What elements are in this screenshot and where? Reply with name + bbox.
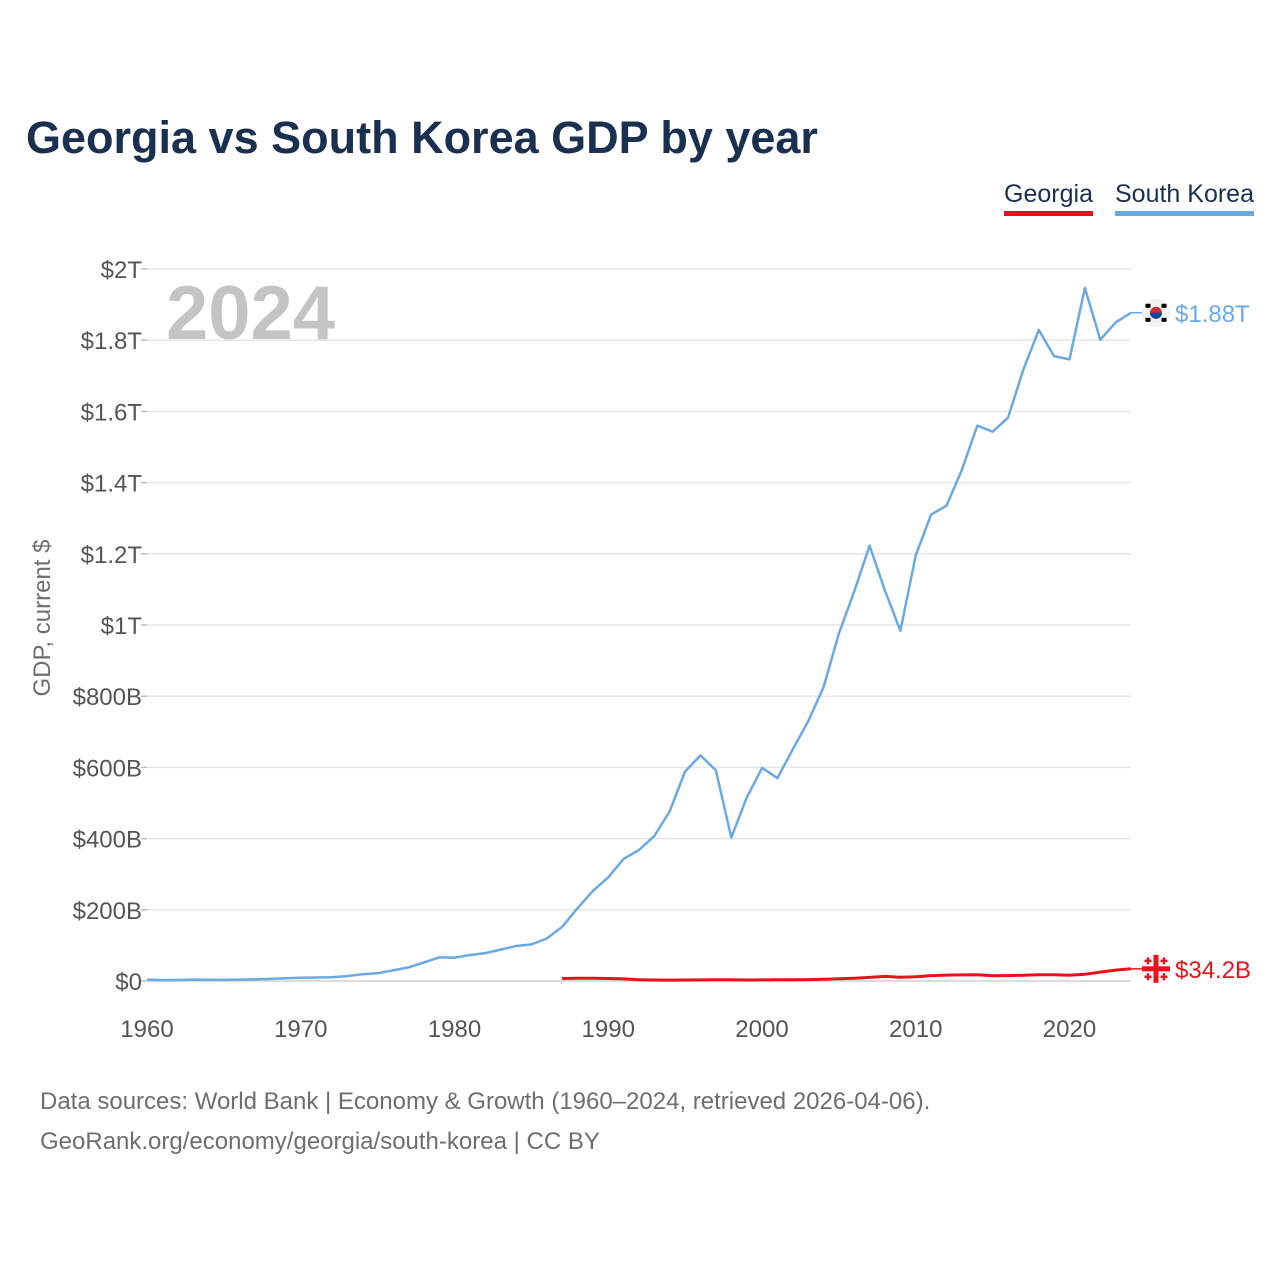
flag-trigram xyxy=(1161,303,1167,308)
data-source-note: Data sources: World Bank | Economy & Gro… xyxy=(40,1088,931,1115)
y-axis-label: GDP, current $ xyxy=(29,540,56,697)
series-lines xyxy=(146,286,1132,982)
flag-small-cross xyxy=(1144,975,1152,979)
source-url[interactable]: GeoRank.org/economy/georgia/south-korea … xyxy=(40,1128,600,1155)
chart-title: Georgia vs South Korea GDP by year xyxy=(26,112,818,163)
series-line-georgia xyxy=(562,967,1132,982)
south-korea-flag-icon xyxy=(1142,298,1170,327)
x-tick-label: 2020 xyxy=(1043,1016,1096,1043)
y-tick-label: $1.2T xyxy=(81,542,143,569)
flag-small-cross xyxy=(1144,959,1152,963)
x-tick-label: 2010 xyxy=(889,1016,942,1043)
grid-lines xyxy=(147,268,1131,982)
flag-trigram xyxy=(1161,317,1167,322)
flag-small-cross xyxy=(1160,975,1168,979)
x-tick-label: 1980 xyxy=(428,1016,481,1043)
y-tick-label: $1.6T xyxy=(81,399,143,426)
series-end-labels: $34.2B $1.88T xyxy=(1131,298,1251,984)
x-tick-label: 2000 xyxy=(735,1016,788,1043)
x-tick-label: 1990 xyxy=(582,1016,635,1043)
y-tick-label: $1.4T xyxy=(81,471,143,498)
georgia-flag-icon xyxy=(1142,954,1170,983)
flag-trigram xyxy=(1145,317,1151,322)
flag-taegeuk-bottom xyxy=(1150,312,1162,319)
legend: Georgia South Korea xyxy=(1004,180,1254,216)
current-year-label: 2024 xyxy=(166,271,336,356)
y-tick-label: $1.8T xyxy=(81,328,143,355)
y-tick-label: $400B xyxy=(73,827,142,854)
end-label-georgia: $34.2B xyxy=(1175,957,1251,984)
legend-item-georgia[interactable]: Georgia xyxy=(1004,180,1093,216)
y-tick-label: $1T xyxy=(101,613,143,640)
series-line-south-korea xyxy=(146,286,1132,982)
x-tick-label: 1970 xyxy=(274,1016,327,1043)
y-tick-label: $600B xyxy=(73,755,142,782)
x-axis-ticks: 1960 1970 1980 1990 2000 2010 2020 xyxy=(120,1016,1096,1043)
end-label-south-korea: $1.88T xyxy=(1175,301,1250,328)
legend-item-south-korea[interactable]: South Korea xyxy=(1115,180,1254,216)
x-tick-label: 1960 xyxy=(120,1016,173,1043)
footer: Data sources: World Bank | Economy & Gro… xyxy=(40,1082,930,1162)
y-tick-label: $2T xyxy=(101,257,143,284)
flag-cross-vertical xyxy=(1153,954,1159,983)
gdp-line-chart: $0 $200B $400B $600B $800B $1T $1.2T $1.4T $1.6T… xyxy=(29,257,1251,1043)
y-tick-label: $200B xyxy=(73,898,142,925)
flag-small-cross xyxy=(1160,959,1168,963)
y-tick-label: $0 xyxy=(115,969,142,996)
y-axis-ticks: $0 $200B $400B $600B $800B $1T $1.2T $1.4T $1.6T… xyxy=(73,257,147,996)
y-tick-label: $800B xyxy=(73,684,142,711)
flag-trigram xyxy=(1145,303,1151,308)
